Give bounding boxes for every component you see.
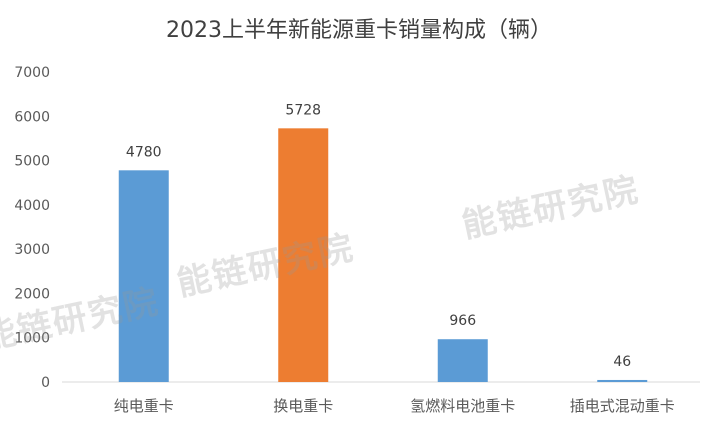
x-tick-label: 插电式混动重卡 [570,397,675,415]
bar [278,128,329,382]
data-label: 5728 [285,102,321,118]
data-label: 4780 [126,144,162,160]
x-tick-label: 纯电重卡 [114,397,174,415]
chart-title: 2023上半年新能源重卡销量构成（辆） [166,18,552,43]
y-tick-label: 3000 [14,242,50,258]
y-tick-label: 1000 [14,331,50,347]
y-tick-label: 7000 [14,65,50,81]
bar [437,339,488,382]
y-tick-label: 6000 [14,109,50,125]
data-label: 966 [449,313,476,329]
bar [597,379,648,382]
y-tick-label: 0 [41,375,50,391]
x-tick-label: 氢燃料电池重卡 [410,397,515,415]
data-label: 46 [613,354,631,370]
y-tick-label: 2000 [14,286,50,302]
y-tick-label: 4000 [14,198,50,214]
y-tick-label: 5000 [14,154,50,170]
bar [118,170,169,382]
x-tick-label: 换电重卡 [273,397,333,415]
